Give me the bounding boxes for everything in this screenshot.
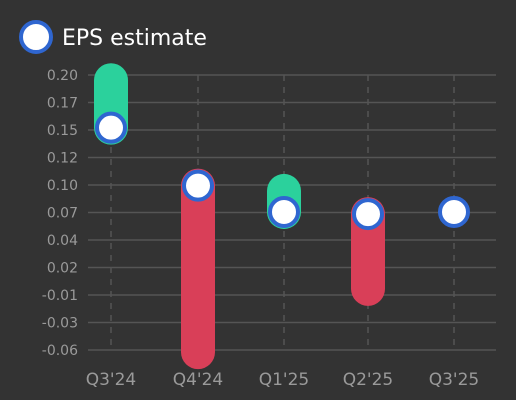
y-tick-label: -0.06: [42, 343, 78, 359]
y-tick-label: 0.07: [47, 206, 78, 222]
x-tick-label: Q2'25: [343, 370, 394, 390]
dot-layer: [95, 111, 470, 231]
legend-marker-icon: [19, 20, 53, 54]
estimate-dot: [438, 195, 470, 228]
x-tick-label: Q4'24: [173, 370, 224, 390]
miss-bar: [181, 168, 215, 370]
estimate-dot: [352, 198, 384, 231]
estimate-dot: [268, 195, 300, 228]
legend: EPS estimate: [19, 20, 207, 54]
legend-label: EPS estimate: [62, 26, 207, 51]
y-tick-label: 0.12: [47, 151, 78, 167]
estimate-dot: [95, 111, 127, 144]
y-tick-label: 0.15: [47, 123, 78, 139]
estimate-dot: [182, 169, 214, 202]
x-tick-label: Q1'25: [259, 370, 310, 390]
label-layer: 0.20 0.17 0.15 0.12 0.10 0.07 0.04 0.02 -0.01 -0.…: [42, 68, 479, 390]
y-tick-label: 0.17: [47, 96, 78, 112]
x-tick-label: Q3'25: [429, 370, 480, 390]
x-tick-label: Q3'24: [86, 370, 137, 390]
y-tick-label: 0.04: [47, 233, 78, 249]
y-tick-label: 0.10: [47, 178, 78, 194]
y-tick-label: 0.20: [47, 68, 78, 84]
y-tick-label: 0.02: [47, 261, 78, 277]
y-tick-label: -0.01: [42, 288, 78, 304]
y-tick-label: -0.03: [42, 316, 78, 332]
